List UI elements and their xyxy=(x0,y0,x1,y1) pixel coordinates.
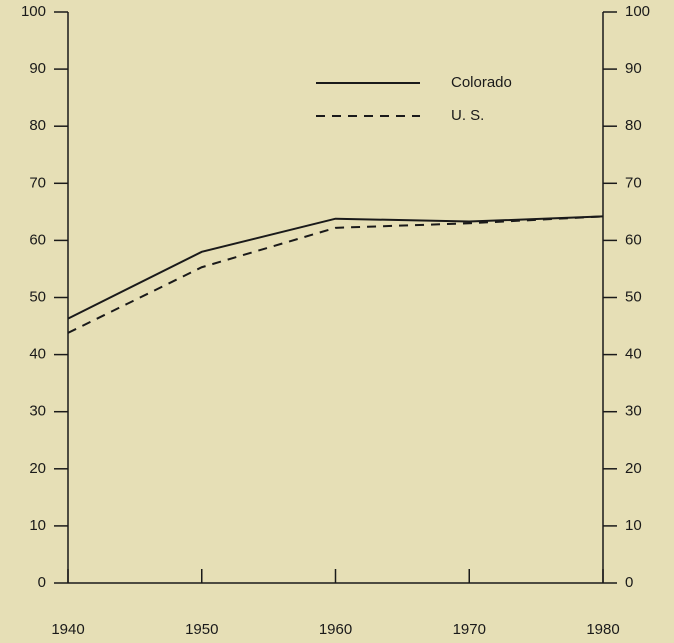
y-tick-label: 60 xyxy=(29,231,46,248)
legend-label: U. S. xyxy=(451,107,484,124)
y-tick-label: 80 xyxy=(29,117,46,134)
y2-tick-label: 10 xyxy=(625,517,642,534)
y-tick-label: 50 xyxy=(29,288,46,305)
y2-tick-label: 40 xyxy=(625,346,642,363)
series-line xyxy=(67,215,604,334)
y-tick-label: 0 xyxy=(38,574,46,591)
x-tick-label: 1950 xyxy=(185,621,218,638)
y2-tick-label: 100 xyxy=(625,3,650,20)
y2-tick-label: 90 xyxy=(625,60,642,77)
y2-tick-label: 80 xyxy=(625,117,642,134)
y2-tick-label: 0 xyxy=(625,574,633,591)
y2-tick-label: 60 xyxy=(625,231,642,248)
series-line xyxy=(67,215,604,320)
y-tick-label: 40 xyxy=(29,346,46,363)
y-tick-label: 30 xyxy=(29,403,46,420)
y-tick-label: 20 xyxy=(29,460,46,477)
y2-tick-label: 30 xyxy=(625,403,642,420)
x-tick-label: 1940 xyxy=(51,621,84,638)
y-tick-label: 90 xyxy=(29,60,46,77)
y-tick-label: 100 xyxy=(21,3,46,20)
y2-tick-label: 70 xyxy=(625,174,642,191)
x-tick-label: 1960 xyxy=(319,621,352,638)
x-tick-label: 1970 xyxy=(453,621,486,638)
x-tick-label: 1980 xyxy=(586,621,619,638)
y2-tick-label: 20 xyxy=(625,460,642,477)
y2-tick-label: 50 xyxy=(625,288,642,305)
y-tick-label: 70 xyxy=(29,174,46,191)
y-tick-label: 10 xyxy=(29,517,46,534)
legend-label: Colorado xyxy=(451,74,512,91)
